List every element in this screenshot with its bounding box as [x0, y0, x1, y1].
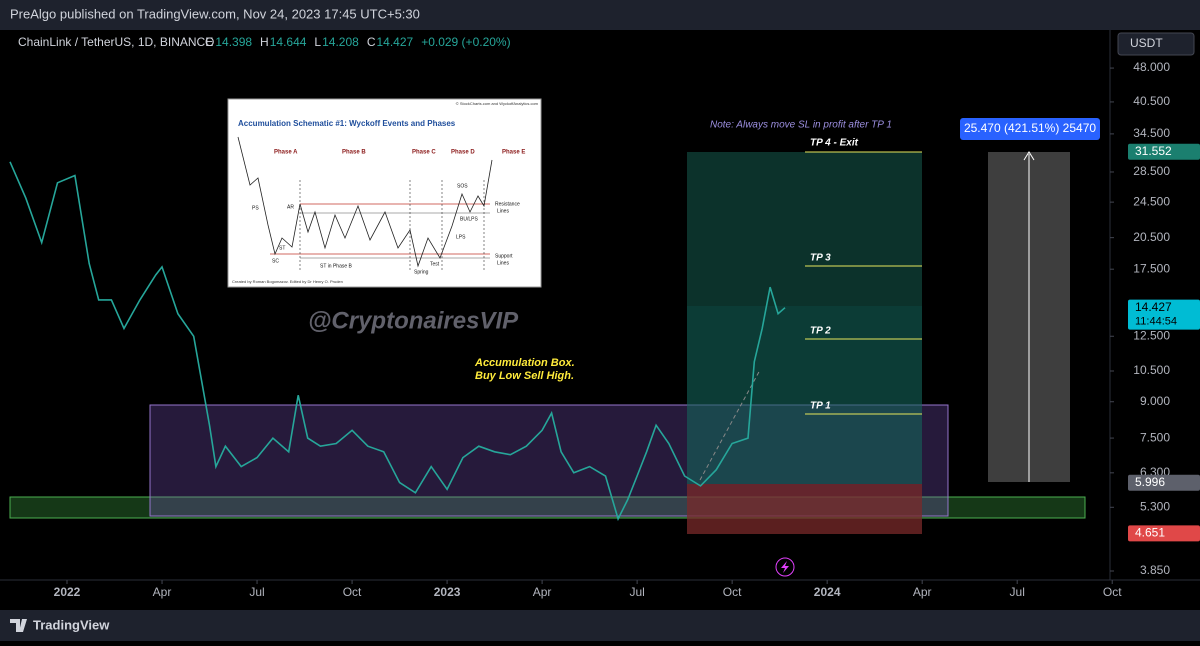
- footer-brand: TradingView: [33, 617, 110, 632]
- y-tick-label: 12.500: [1133, 328, 1170, 342]
- x-tick-label: Oct: [1103, 585, 1122, 599]
- publisher: PreAlgo published on TradingView.com, No…: [10, 6, 420, 21]
- y-tick-label: 34.500: [1133, 126, 1170, 140]
- price-label: 5.996: [1135, 475, 1165, 489]
- schematic-path: [237, 136, 493, 268]
- measure-arrow: [1023, 151, 1035, 161]
- symbol: ChainLink / TetherUS, 1D, BINANCE: [18, 35, 213, 49]
- y-tick-label: 28.500: [1133, 164, 1170, 178]
- phase: Phase B: [342, 150, 366, 156]
- y-tick-label: 17.500: [1133, 261, 1170, 275]
- x-tick-label: Jul: [1010, 585, 1025, 599]
- price-label-bg: [1128, 299, 1200, 330]
- event: Spring: [414, 269, 429, 275]
- event: Test: [430, 261, 440, 267]
- price-label: 4.651: [1135, 525, 1165, 539]
- event: ST: [279, 245, 285, 251]
- event: Lines: [497, 260, 509, 266]
- y-tick-label: 24.500: [1133, 194, 1170, 208]
- box-note: Accumulation Box.: [474, 357, 575, 369]
- y-tick-label: 5.300: [1140, 499, 1170, 513]
- countdown: 11:44:54: [1135, 316, 1177, 328]
- x-tick-label: 2023: [434, 585, 461, 599]
- event: ST in Phase B: [320, 263, 353, 269]
- change: +0.029 (+0.20%): [421, 35, 510, 49]
- y-tick-label: 9.000: [1140, 394, 1170, 408]
- ohlc-value: 14.398: [215, 35, 252, 49]
- event-icon: [781, 561, 789, 573]
- tp-label: TP 2: [810, 326, 831, 337]
- x-tick-label: Oct: [723, 585, 742, 599]
- inset-title: Accumulation Schematic #1: Wyckoff Event…: [238, 119, 456, 128]
- target-zone: [687, 152, 922, 306]
- footer-logo: [10, 619, 27, 632]
- currency[interactable]: USDT: [1130, 36, 1163, 50]
- y-tick-label: 3.850: [1140, 563, 1170, 577]
- inset-source: © StockCharts.com and WyckoffAnalytics.c…: [456, 101, 539, 106]
- y-tick-label: 40.500: [1133, 94, 1170, 108]
- x-tick-label: Apr: [533, 585, 552, 599]
- measure-label: [960, 118, 1100, 140]
- price-label-bg: [1128, 474, 1200, 491]
- event: PS: [252, 205, 259, 211]
- stop-zone: [687, 484, 922, 534]
- ohlc-value: 14.427: [376, 35, 413, 49]
- y-tick-label: 7.500: [1140, 430, 1170, 444]
- phase: Phase E: [502, 150, 525, 156]
- event: Support: [495, 253, 513, 259]
- price-label: 14.427: [1135, 300, 1172, 314]
- inset-credit: Created by Roman Bogomazov. Edited by Dr…: [232, 279, 343, 284]
- ohlc-value: 14.644: [270, 35, 307, 49]
- x-tick-label: Jul: [249, 585, 264, 599]
- ohlc-label: O: [205, 35, 214, 49]
- note: Note: Always move SL in profit after TP …: [710, 120, 892, 131]
- tp-label: TP 4 - Exit: [810, 138, 859, 149]
- x-tick-label: Apr: [913, 585, 932, 599]
- event: Resistance: [495, 201, 520, 207]
- measure-text: 25.470 (421.51%) 25470: [964, 121, 1096, 135]
- event-icon[interactable]: [775, 557, 795, 577]
- event: SOS: [457, 183, 468, 189]
- phase: Phase A: [274, 150, 298, 156]
- y-tick-label: 10.500: [1133, 363, 1170, 377]
- top-bar: [0, 0, 1200, 30]
- ohlc-label: L: [314, 35, 321, 49]
- event: LPS: [456, 234, 466, 240]
- event: AR: [287, 204, 294, 210]
- footer-bar: [0, 610, 1200, 641]
- price-label: 31.552: [1135, 144, 1172, 158]
- ohlc-label: H: [260, 35, 269, 49]
- phase: Phase D: [451, 150, 475, 156]
- wyckoff-inset: © StockCharts.com and WyckoffAnalytics.c…: [227, 98, 542, 288]
- watermark: @CryptonairesVIP: [308, 307, 519, 334]
- inset-bg: [227, 98, 542, 288]
- event: Lines: [497, 208, 509, 214]
- x-tick-label: Jul: [629, 585, 644, 599]
- price-label-bg: [1128, 143, 1200, 160]
- tp-label: TP 3: [810, 253, 831, 264]
- box-note: Buy Low Sell High.: [475, 370, 574, 382]
- x-tick-label: Apr: [153, 585, 172, 599]
- y-tick-label: 48.000: [1133, 60, 1170, 74]
- y-tick-label: 20.500: [1133, 230, 1170, 244]
- target-zone: [687, 306, 922, 484]
- x-tick-label: Oct: [343, 585, 362, 599]
- x-tick-label: 2024: [814, 585, 841, 599]
- currency-button[interactable]: [1117, 32, 1195, 56]
- ohlc-label: C: [367, 35, 376, 49]
- ohlc-value: 14.208: [322, 35, 359, 49]
- event: BU/LPS: [460, 216, 478, 222]
- x-tick-label: 2022: [54, 585, 81, 599]
- price-label-bg: [1128, 525, 1200, 542]
- phase: Phase C: [412, 150, 436, 156]
- tp-label: TP 1: [810, 401, 831, 412]
- price-line: [9, 161, 786, 522]
- event: SC: [272, 258, 279, 264]
